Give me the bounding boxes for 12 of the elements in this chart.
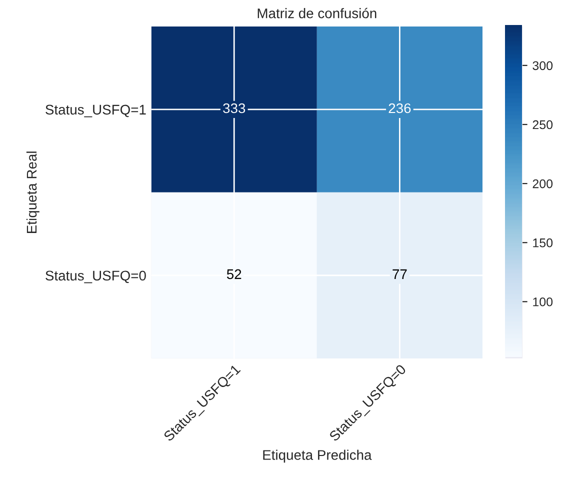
color-bar-label: 150 [533, 238, 553, 248]
y-axis-title: Etiqueta Real [26, 152, 40, 233]
data-label: 236 [388, 103, 411, 114]
color-bar-label: 250 [532, 120, 553, 130]
x-axis-title: Etiqueta Predicha [263, 450, 372, 463]
color-bar-label: 200 [532, 179, 553, 188]
color-bar-label: 100 [533, 297, 553, 306]
data-label: 52 [226, 269, 242, 280]
data-label: 333 [223, 103, 246, 114]
data-label: 77 [392, 269, 407, 279]
chart-title: Matriz de confusión [258, 8, 376, 18]
color-bar-label: 300 [532, 61, 553, 70]
